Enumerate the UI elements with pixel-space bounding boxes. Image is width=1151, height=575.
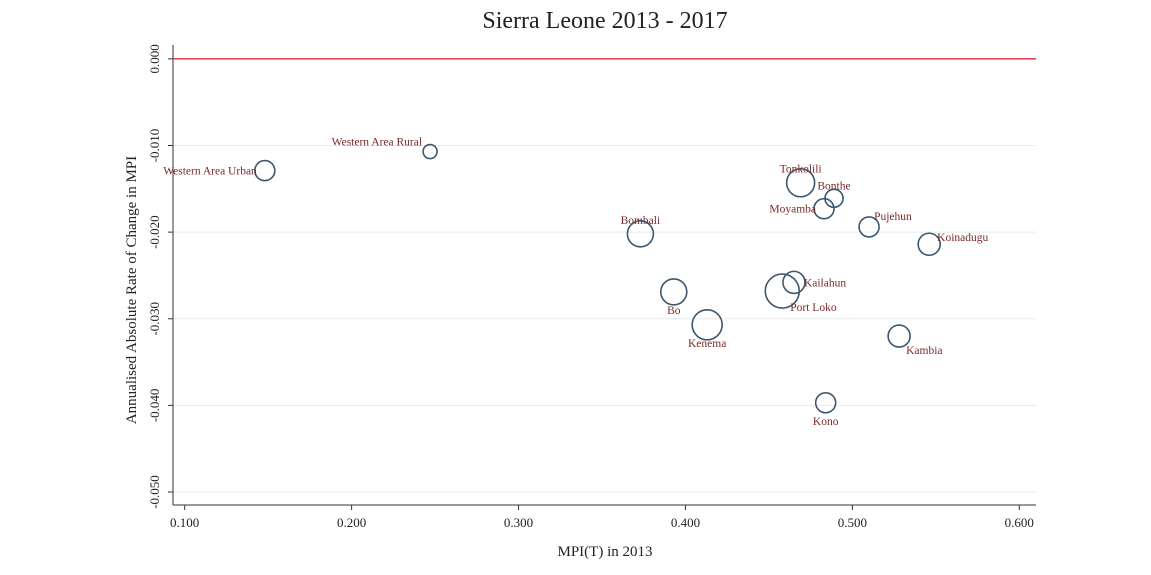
bubble bbox=[887, 324, 911, 348]
y-tick-label: -0.050 bbox=[147, 475, 162, 509]
point-label: Bonthe bbox=[817, 180, 850, 192]
y-tick-label: -0.010 bbox=[147, 129, 162, 163]
y-axis-label: Annualised Absolute Rate of Change in MP… bbox=[124, 156, 140, 424]
bubble bbox=[254, 159, 276, 182]
point-label: Western Area Rural bbox=[332, 137, 422, 149]
y-tick-label: -0.030 bbox=[147, 302, 162, 336]
x-tick-label: 0.200 bbox=[337, 515, 366, 530]
y-tick-label: 0.000 bbox=[147, 44, 162, 73]
bubble bbox=[785, 167, 816, 198]
bubble bbox=[813, 197, 835, 220]
x-axis-label: MPI(T) in 2013 bbox=[558, 544, 653, 560]
bubble bbox=[917, 232, 941, 257]
point-label: Western Area Urban bbox=[163, 166, 257, 178]
x-tick-label: 0.100 bbox=[170, 515, 199, 530]
point-label: Bo bbox=[667, 305, 681, 317]
bubble bbox=[659, 278, 688, 306]
bubble bbox=[691, 309, 723, 341]
bubble bbox=[422, 143, 438, 160]
bubble bbox=[814, 391, 837, 414]
bubble bbox=[626, 220, 655, 248]
x-tick-label: 0.300 bbox=[504, 515, 533, 530]
point-label: Moyamba bbox=[769, 204, 816, 216]
point-label: Tonkolili bbox=[780, 164, 822, 176]
point-label: Pujehun bbox=[874, 211, 912, 223]
chart-title: Sierra Leone 2013 - 2017 bbox=[482, 8, 727, 34]
bubble bbox=[764, 273, 801, 309]
x-tick-label: 0.400 bbox=[671, 515, 700, 530]
point-label: Kono bbox=[813, 416, 839, 428]
y-tick-label: -0.020 bbox=[147, 215, 162, 249]
bubble bbox=[858, 216, 880, 238]
x-tick-label: 0.500 bbox=[838, 515, 867, 530]
point-label: Kambia bbox=[906, 345, 942, 357]
point-label: Kailahun bbox=[804, 277, 846, 289]
point-label: Bombali bbox=[621, 215, 661, 227]
point-label: Kenema bbox=[688, 338, 726, 350]
bubble bbox=[782, 270, 806, 295]
x-tick-label: 0.600 bbox=[1005, 515, 1034, 530]
point-label: Koinadugu bbox=[937, 232, 988, 244]
y-tick-label: -0.040 bbox=[147, 389, 162, 423]
point-label: Port Loko bbox=[790, 302, 837, 314]
